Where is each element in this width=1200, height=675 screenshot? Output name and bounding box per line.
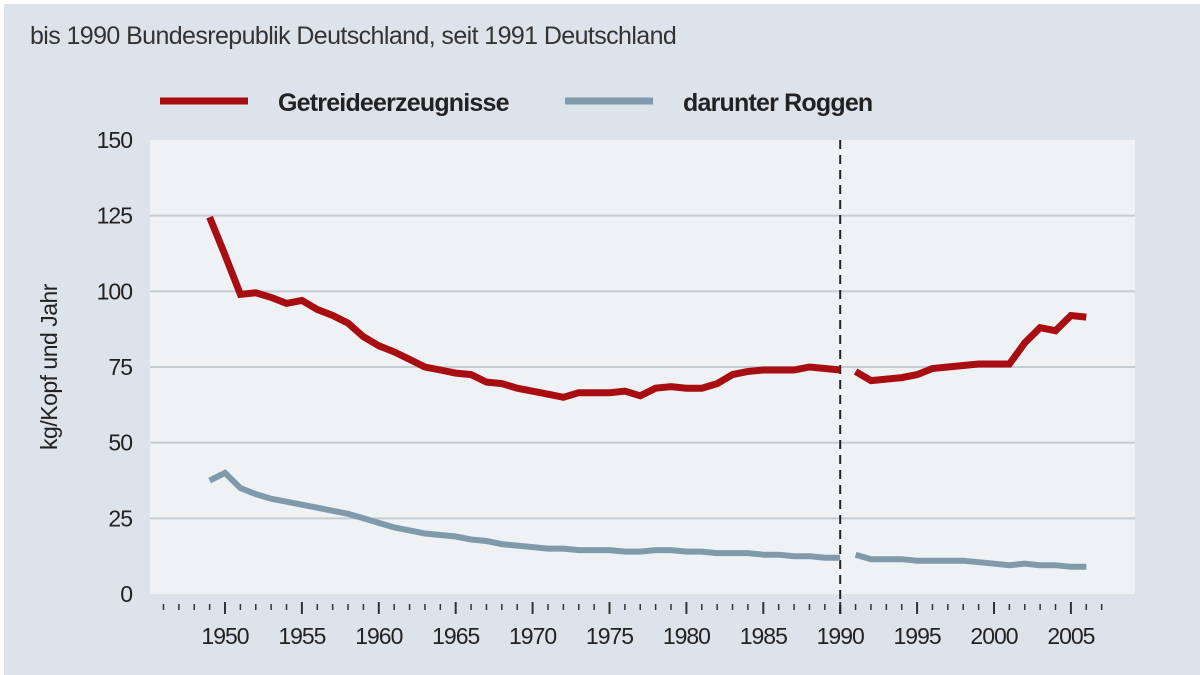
legend-label-getreideerzeugnisse: Getreideerzeugnisse bbox=[278, 89, 510, 117]
series-line-roggen bbox=[854, 551, 1087, 570]
y-tick-label: 50 bbox=[108, 430, 132, 456]
y-tick-label: 0 bbox=[120, 581, 132, 607]
x-tick-label: 1970 bbox=[509, 623, 556, 649]
series-line-getreideerzeugnisse bbox=[206, 215, 841, 401]
x-tick-label: 2000 bbox=[970, 623, 1017, 649]
y-axis-label: kg/Kopf und Jahr bbox=[36, 283, 62, 450]
x-tick-label: 2005 bbox=[1047, 623, 1094, 649]
x-tick-label: 1985 bbox=[740, 623, 787, 649]
y-tick-label: 75 bbox=[108, 354, 132, 380]
legend: Getreideerzeugnisse darunter Roggen bbox=[160, 89, 873, 117]
x-tick-label: 1980 bbox=[663, 623, 710, 649]
x-tick-label: 1965 bbox=[432, 623, 479, 649]
x-tick-label: 1990 bbox=[817, 623, 864, 649]
y-tick-label: 125 bbox=[97, 203, 133, 229]
y-tick-label: 100 bbox=[97, 278, 133, 304]
chart-subtitle: bis 1990 Bundesrepublik Deutschland, sei… bbox=[30, 22, 676, 50]
series-line-roggen bbox=[208, 469, 841, 561]
series-line-getreideerzeugnisse bbox=[853, 311, 1087, 385]
y-tick-label: 25 bbox=[108, 505, 132, 531]
x-tick-label: 1960 bbox=[355, 623, 402, 649]
x-tick-label: 1955 bbox=[278, 623, 325, 649]
x-tick-label: 1950 bbox=[201, 623, 248, 649]
x-tick-label: 1995 bbox=[894, 623, 941, 649]
x-tick-label: 1975 bbox=[586, 623, 633, 649]
legend-label-roggen: darunter Roggen bbox=[683, 89, 872, 117]
y-tick-label: 150 bbox=[97, 127, 133, 153]
